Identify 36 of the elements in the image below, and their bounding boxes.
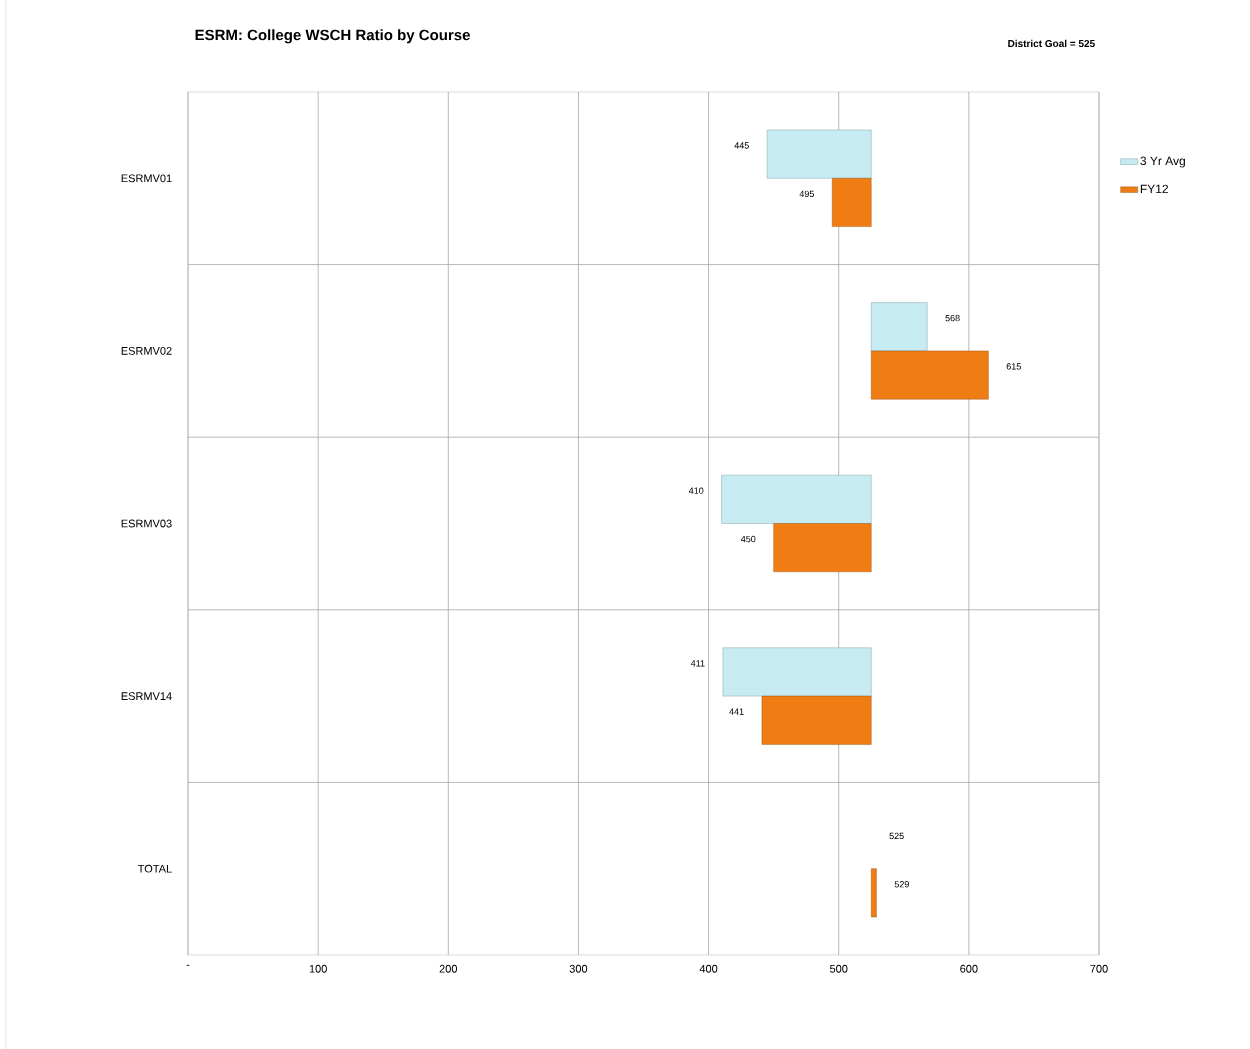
bar [871,868,877,918]
legend-label: FY12 [1140,184,1168,194]
data-label: 568 [945,314,960,322]
bar [722,647,872,697]
data-label: 445 [734,142,749,149]
y-tick-label: ESRMV03 [121,519,172,528]
data-label: 411 [690,660,705,667]
bar [871,302,928,352]
annotation: 525 [889,832,904,840]
bar [721,474,872,524]
legend-label: 3 Yr Avg [1140,156,1185,168]
bar [766,129,872,179]
chart-title: ESRM: College WSCH Ratio by Course [195,29,470,44]
x-tick-label: - [186,964,190,966]
x-tick-label: 300 [569,964,588,973]
data-label: 410 [688,487,704,494]
bar [761,695,872,745]
x-tick-label: 500 [829,964,848,973]
x-tick-label: 700 [1090,964,1108,973]
y-tick-label: ESRMV14 [121,692,172,700]
y-tick-label: ESRMV01 [121,174,172,183]
y-tick-label: TOTAL [137,864,172,873]
bar [832,178,872,227]
data-label: 615 [1006,363,1021,370]
y-tick-label: ESRMV02 [121,347,172,355]
data-label: 495 [799,190,814,198]
bar [773,523,872,573]
data-label: 529 [894,881,909,888]
x-tick-label: 600 [960,964,978,973]
x-tick-label: 400 [699,964,718,973]
data-label: 450 [740,535,756,543]
text: District Goal = 525 [1008,39,1095,48]
data-label: 441 [729,708,744,715]
x-tick-label: 100 [309,964,327,973]
bar [871,350,989,400]
x-tick-label: 200 [439,964,458,973]
